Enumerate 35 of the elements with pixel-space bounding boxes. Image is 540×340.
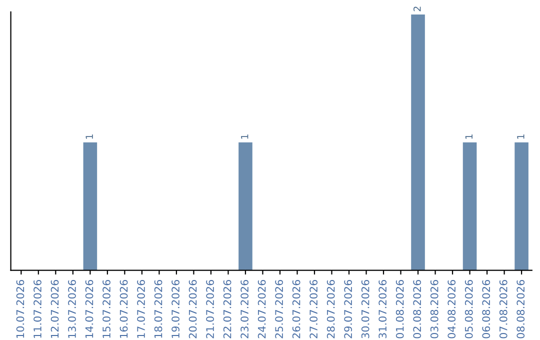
x-tick-label: 18.07.2026	[154, 280, 162, 338]
x-tick-label: 13.07.2026	[68, 280, 76, 338]
x-tick-label: 17.07.2026	[137, 280, 145, 338]
x-tick-label: 21.07.2026	[206, 280, 214, 338]
x-tick-label: 25.07.2026	[275, 280, 283, 338]
x-tick-label: 04.08.2026	[448, 280, 456, 338]
x-tick-label: 10.07.2026	[16, 280, 24, 338]
x-tick-label: 20.07.2026	[188, 280, 197, 338]
data-label: 1	[86, 134, 93, 139]
x-tick-label: 05.08.2026	[464, 280, 473, 338]
x-tick-label: 01.08.2026	[396, 280, 404, 338]
x-tick-label: 08.08.2026	[516, 280, 525, 338]
x-tick-label: 15.07.2026	[102, 280, 110, 338]
data-label: 1	[465, 134, 472, 139]
x-tick-label: 29.07.2026	[344, 280, 352, 338]
x-tick-label: 22.07.2026	[223, 280, 232, 338]
x-tick-label: 28.07.2026	[326, 280, 335, 338]
x-tick-label: 23.07.2026	[240, 280, 248, 338]
data-label: 2	[413, 6, 421, 12]
x-tick-label: 14.07.2026	[85, 280, 94, 338]
x-tick-label: 30.07.2026	[361, 280, 370, 338]
data-label: 1	[241, 134, 248, 139]
x-tick-label: 02.08.2026	[413, 280, 422, 338]
x-tick-label: 11.07.2026	[34, 280, 42, 338]
x-tick-label: 24.07.2026	[258, 280, 266, 338]
x-tick-label: 27.07.2026	[310, 280, 318, 338]
x-tick-label: 26.07.2026	[292, 280, 300, 338]
x-tick-label: 12.07.2026	[50, 280, 59, 338]
x-tick-label: 03.08.2026	[430, 280, 438, 338]
x-tick-label: 07.08.2026	[499, 280, 508, 338]
x-tick-label: 19.07.2026	[172, 280, 180, 338]
x-tick-label: 16.07.2026	[120, 280, 128, 338]
data-label: 1	[517, 134, 524, 139]
x-tick-label: 31.07.2026	[378, 280, 387, 338]
x-tick-label: 06.08.2026	[482, 280, 490, 338]
